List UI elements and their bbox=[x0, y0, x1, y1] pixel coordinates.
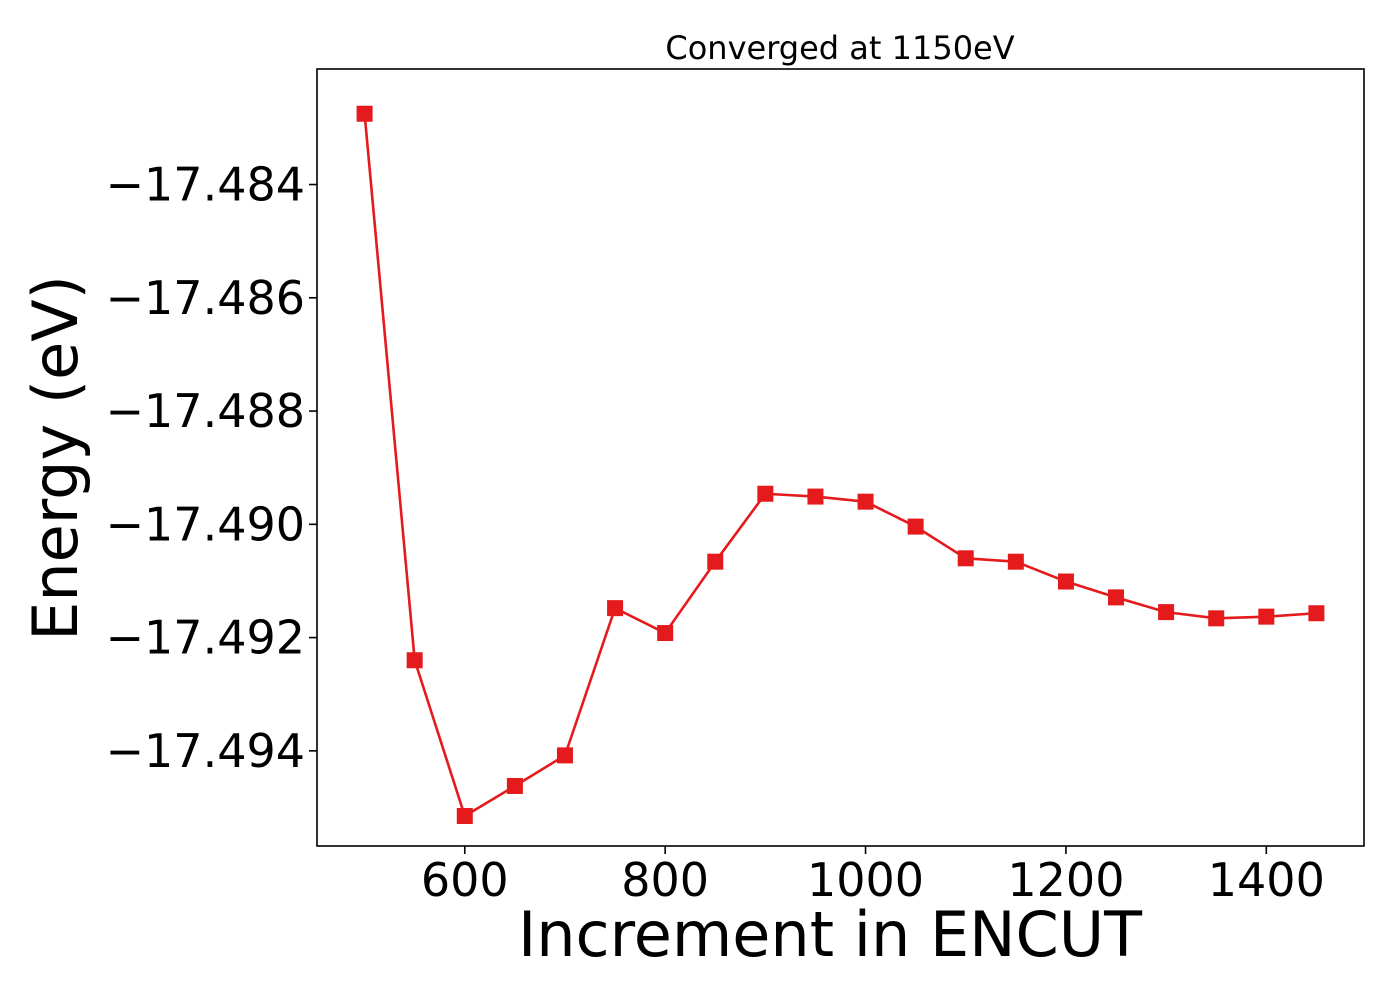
data-point-marker bbox=[506, 777, 523, 794]
data-point-marker bbox=[1108, 589, 1125, 606]
data-point-marker bbox=[1057, 573, 1074, 590]
data-point-marker bbox=[356, 105, 373, 122]
data-point-marker bbox=[957, 550, 974, 567]
x-tick-label: 1000 bbox=[807, 853, 924, 907]
data-point-marker bbox=[607, 600, 624, 617]
plot-frame bbox=[316, 68, 1365, 847]
data-point-marker bbox=[556, 747, 573, 764]
x-tick-label: 800 bbox=[621, 853, 709, 907]
data-point-marker bbox=[1158, 604, 1175, 621]
data-point-marker bbox=[456, 807, 473, 824]
data-point-marker bbox=[1308, 605, 1325, 622]
chart-title: Converged at 1150eV bbox=[665, 29, 1014, 67]
data-point-marker bbox=[857, 493, 874, 510]
x-tick-label: 1400 bbox=[1208, 853, 1325, 907]
y-tick-label: −17.492 bbox=[106, 611, 306, 665]
data-point-marker bbox=[1208, 610, 1225, 627]
y-axis-label: Energy (eV) bbox=[19, 275, 92, 641]
y-tick-label: −17.486 bbox=[106, 271, 306, 325]
data-point-marker bbox=[1007, 553, 1024, 570]
y-tick-label: −17.494 bbox=[106, 724, 306, 778]
data-point-marker bbox=[807, 488, 824, 505]
data-point-marker bbox=[757, 485, 774, 502]
x-tick-label: 1200 bbox=[1007, 853, 1124, 907]
x-tick-label: 600 bbox=[421, 853, 509, 907]
data-point-marker bbox=[907, 518, 924, 535]
y-tick-label: −17.488 bbox=[106, 384, 306, 438]
data-point-marker bbox=[657, 625, 674, 642]
x-axis-label: Increment in ENCUT bbox=[518, 898, 1143, 971]
y-tick-label: −17.484 bbox=[106, 158, 306, 212]
series-line bbox=[363, 113, 1317, 818]
data-point-marker bbox=[1258, 608, 1275, 625]
data-point-marker bbox=[707, 553, 724, 570]
y-tick-label: −17.490 bbox=[106, 497, 306, 551]
data-point-marker bbox=[406, 652, 423, 669]
